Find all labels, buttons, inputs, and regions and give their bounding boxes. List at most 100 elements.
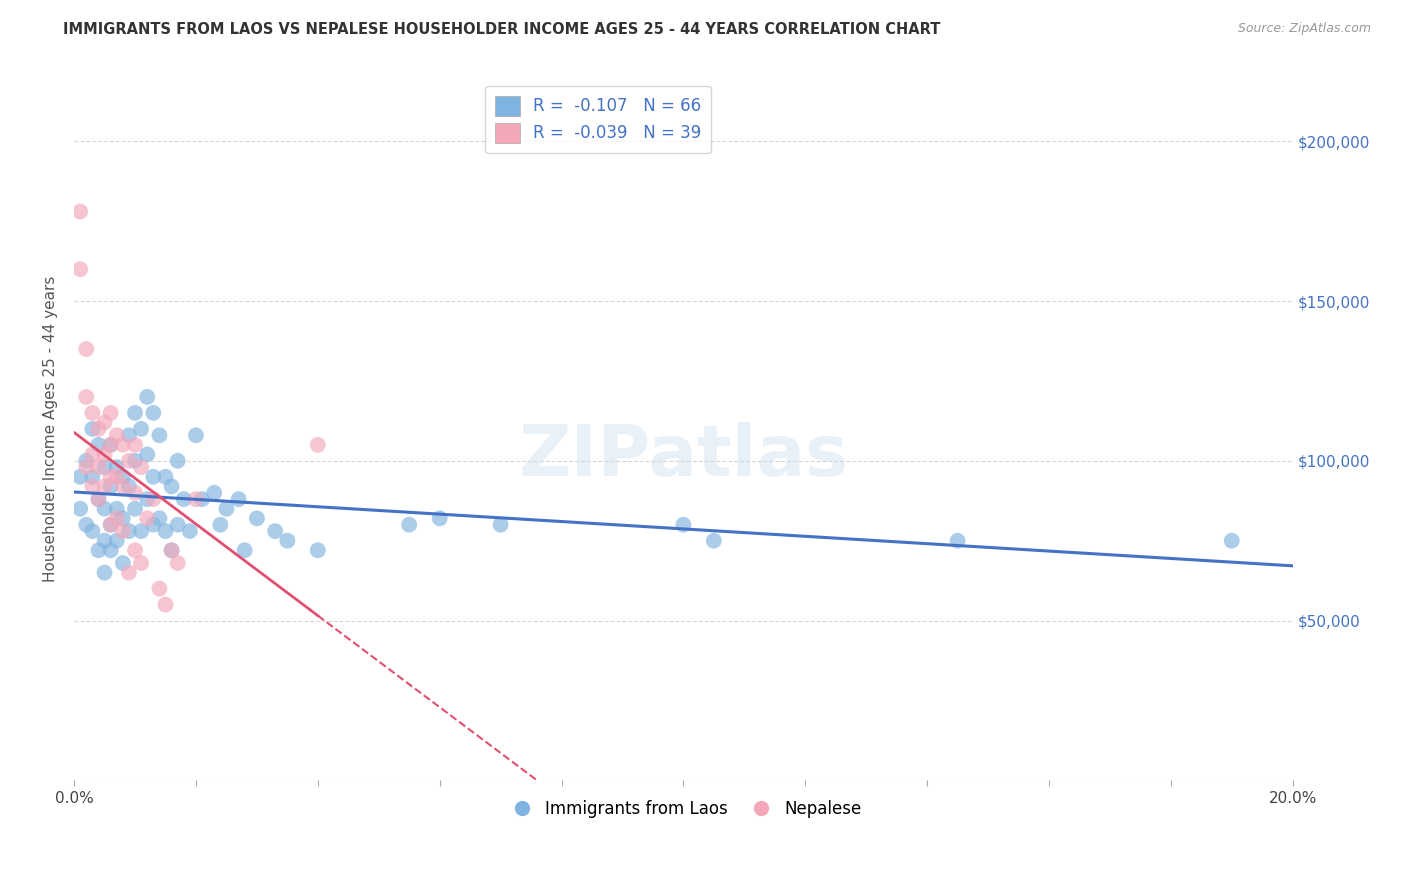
Point [118, 454, 141, 468]
Point [160, 543, 183, 558]
Point [166, 454, 188, 468]
Text: Source: ZipAtlas.com: Source: ZipAtlas.com [1237, 22, 1371, 36]
Point [87, 543, 110, 558]
Point [69, 204, 91, 219]
Point [124, 543, 146, 558]
Point [209, 517, 232, 532]
Point [489, 517, 512, 532]
Point [111, 438, 134, 452]
Point [233, 543, 256, 558]
Point [307, 438, 329, 452]
Point [100, 438, 122, 452]
Point [160, 543, 183, 558]
Point [155, 470, 177, 484]
Point [111, 511, 134, 525]
Point [1220, 533, 1243, 548]
Point [307, 543, 329, 558]
Point [105, 428, 128, 442]
Point [105, 511, 128, 525]
Point [142, 517, 165, 532]
Point [118, 524, 141, 538]
Point [105, 533, 128, 548]
Point [166, 556, 188, 570]
Point [124, 501, 146, 516]
Point [118, 566, 141, 580]
Point [184, 492, 207, 507]
Point [105, 470, 128, 484]
Point [155, 598, 177, 612]
Point [82, 479, 104, 493]
Point [124, 438, 146, 452]
Point [155, 524, 177, 538]
Point [118, 479, 141, 493]
Point [118, 428, 141, 442]
Point [111, 524, 134, 538]
Point [111, 470, 134, 484]
Point [129, 422, 152, 436]
Point [202, 485, 225, 500]
Point [703, 533, 725, 548]
Point [142, 406, 165, 420]
Point [124, 485, 146, 500]
Text: ZIPatlas: ZIPatlas [519, 423, 848, 491]
Point [75, 517, 97, 532]
Point [75, 342, 97, 356]
Point [100, 517, 122, 532]
Point [148, 582, 170, 596]
Point [672, 517, 695, 532]
Point [100, 543, 122, 558]
Point [82, 524, 104, 538]
Point [87, 492, 110, 507]
Point [93, 447, 115, 461]
Point [111, 479, 134, 493]
Point [100, 470, 122, 484]
Point [75, 390, 97, 404]
Point [82, 406, 104, 420]
Point [93, 479, 115, 493]
Point [82, 422, 104, 436]
Point [82, 447, 104, 461]
Point [100, 517, 122, 532]
Point [87, 460, 110, 475]
Point [105, 460, 128, 475]
Point [136, 390, 159, 404]
Point [246, 511, 269, 525]
Point [100, 479, 122, 493]
Point [129, 524, 152, 538]
Legend: Immigrants from Laos, Nepalese: Immigrants from Laos, Nepalese [498, 793, 869, 825]
Point [429, 511, 451, 525]
Point [111, 556, 134, 570]
Point [75, 460, 97, 475]
Point [264, 524, 287, 538]
Point [179, 524, 201, 538]
Point [142, 470, 165, 484]
Point [93, 460, 115, 475]
Point [87, 438, 110, 452]
Point [93, 501, 115, 516]
Point [228, 492, 250, 507]
Point [173, 492, 195, 507]
Point [160, 479, 183, 493]
Point [124, 454, 146, 468]
Point [184, 428, 207, 442]
Point [100, 406, 122, 420]
Point [142, 492, 165, 507]
Point [398, 517, 420, 532]
Point [87, 422, 110, 436]
Point [100, 438, 122, 452]
Point [215, 501, 238, 516]
Point [69, 470, 91, 484]
Point [93, 533, 115, 548]
Point [191, 492, 214, 507]
Point [82, 470, 104, 484]
Point [124, 406, 146, 420]
Point [946, 533, 969, 548]
Point [276, 533, 298, 548]
Point [69, 262, 91, 277]
Point [93, 566, 115, 580]
Point [148, 428, 170, 442]
Point [136, 447, 159, 461]
Point [166, 517, 188, 532]
Point [75, 454, 97, 468]
Point [136, 511, 159, 525]
